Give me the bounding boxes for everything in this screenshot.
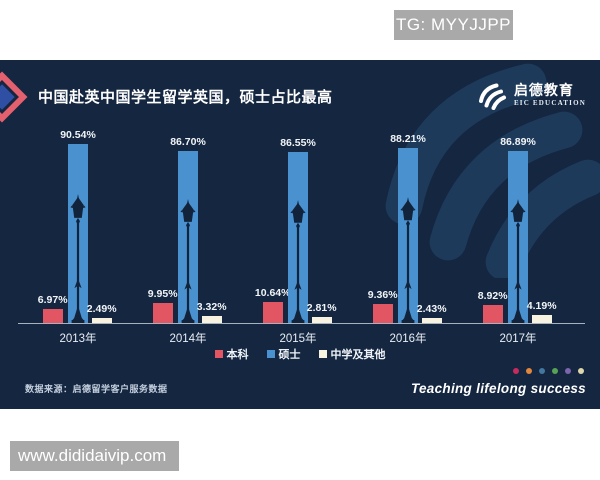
watermark-url-overlay: www.dididaivip.com [10,441,179,471]
brand-slogan: Teaching lifelong success [410,381,586,396]
value-label: 88.21% [390,133,426,146]
bar-series2-cat0 [91,318,112,323]
street-lamp-icon [510,199,526,323]
value-label: 6.97% [37,294,68,307]
street-lamp-icon [400,197,416,323]
value-label: 86.89% [500,135,536,148]
brand-dot [552,368,558,374]
brand-dot [565,368,571,374]
eic-logo: 启德教育 EIC EDUCATION [477,80,586,110]
legend-label: 中学及其他 [330,349,386,361]
value-label: 9.95% [147,288,178,301]
value-label: 3.32% [196,301,227,314]
value-label: 10.64% [254,286,291,299]
legend-swatch [318,350,327,358]
brand-dot [513,368,519,374]
value-label: 2.43% [416,303,447,316]
eic-swirl-icon [478,83,506,110]
bar-series0-cat2 [262,301,283,323]
bar-series0-cat4 [482,305,503,323]
value-label: 2.49% [86,303,117,316]
value-label: 4.19% [526,299,557,312]
brand-dot [578,368,584,374]
x-axis-label: 2013年 [59,333,97,345]
logo-name: 启德教育 [513,82,574,98]
bar-series2-cat2 [311,317,332,323]
value-label: 8.92% [477,290,508,303]
data-source-note: 数据来源：启德留学客户服务数据 [25,384,168,394]
value-label: 86.55% [280,136,316,149]
bar-series1-cat0 [68,143,88,323]
street-lamp-icon [70,194,86,323]
infographic-panel: 中国赴英中国学生留学英国，硕士占比最高 启德教育 EIC EDUCATION 2… [0,60,600,409]
legend-label: 本科 [226,349,249,361]
legend-swatch [266,350,275,358]
bar-series1-cat2 [288,151,308,323]
bar-chart: 2013年 6.97% 90.54% 2.49% 2014年 9.95% 86.70% 3… [0,60,600,345]
legend-item-1: 硕士 [266,346,301,362]
chart-title: 中国赴英中国学生留学英国，硕士占比最高 [38,89,333,106]
bar-series1-cat3 [398,148,418,323]
value-label: 86.70% [170,136,206,149]
bar-series2-cat1 [201,316,222,323]
x-axis-label: 2014年 [169,333,207,345]
brand-dot [526,368,532,374]
legend-item-2: 中学及其他 [318,346,386,362]
bar-series1-cat4 [508,150,528,323]
x-axis-label: 2015年 [279,333,317,345]
street-lamp-icon [180,199,196,323]
value-label: 2.81% [306,302,337,315]
chart-legend: 本科 硕士 中学及其他 [0,346,600,362]
tg-handle-overlay: TG: MYYJJPP [394,10,513,40]
bar-series2-cat3 [421,318,442,323]
logo-subtitle: EIC EDUCATION [513,99,586,107]
bar-series0-cat1 [152,303,173,323]
brand-dots [513,368,584,374]
bar-series0-cat0 [42,309,63,323]
value-label: 90.54% [60,128,96,141]
x-axis-label: 2017年 [499,333,537,345]
bar-series2-cat4 [531,314,552,323]
brand-dot [539,368,545,374]
x-axis-label: 2016年 [389,333,427,345]
legend-item-0: 本科 [214,346,249,362]
legend-swatch [214,350,223,358]
bar-series0-cat3 [372,304,393,323]
bar-series1-cat1 [178,151,198,323]
legend-label: 硕士 [278,349,301,361]
street-lamp-icon [290,200,306,323]
x-axis-line [18,323,585,324]
value-label: 9.36% [367,289,398,302]
